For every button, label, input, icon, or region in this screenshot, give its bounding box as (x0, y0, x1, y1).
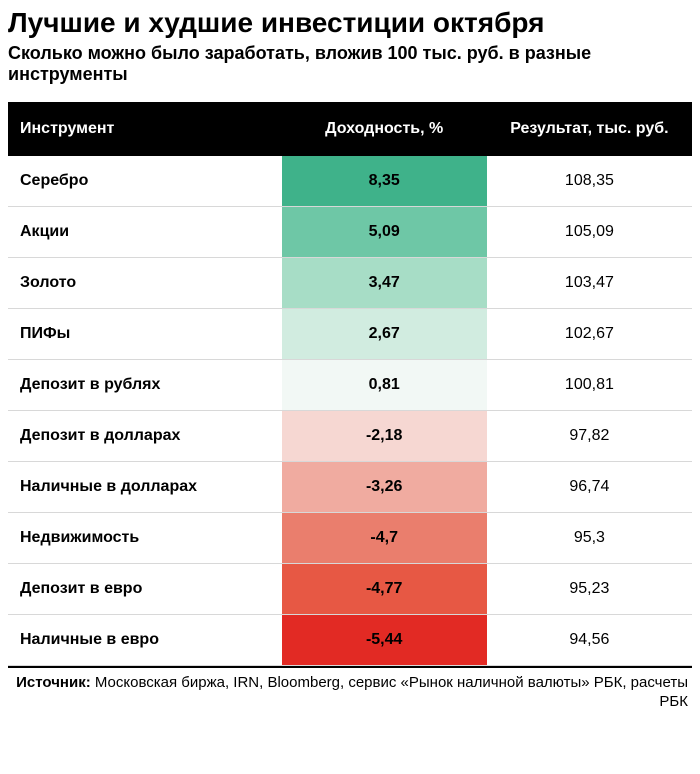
page-subtitle: Сколько можно было заработать, вложив 10… (8, 43, 692, 86)
cell-yield: -4,77 (282, 563, 487, 614)
cell-instrument: Серебро (8, 156, 282, 207)
source-text: Московская биржа, IRN, Bloomberg, сервис… (95, 674, 688, 710)
cell-yield: -4,7 (282, 512, 487, 563)
investments-table: Инструмент Доходность, % Результат, тыс.… (8, 102, 692, 666)
cell-yield: 8,35 (282, 156, 487, 207)
cell-result: 102,67 (487, 308, 692, 359)
cell-instrument: ПИФы (8, 308, 282, 359)
source-label: Источник: (16, 674, 91, 691)
col-header-result: Результат, тыс. руб. (487, 102, 692, 156)
cell-yield: 5,09 (282, 206, 487, 257)
cell-result: 94,56 (487, 614, 692, 665)
col-header-yield: Доходность, % (282, 102, 487, 156)
cell-instrument: Недвижимость (8, 512, 282, 563)
cell-result: 95,3 (487, 512, 692, 563)
table-row: Наличные в евро-5,4494,56 (8, 614, 692, 665)
cell-result: 103,47 (487, 257, 692, 308)
cell-instrument: Наличные в евро (8, 614, 282, 665)
table-row: Золото3,47103,47 (8, 257, 692, 308)
cell-instrument: Депозит в долларах (8, 410, 282, 461)
table-row: Акции5,09105,09 (8, 206, 692, 257)
cell-instrument: Золото (8, 257, 282, 308)
cell-result: 95,23 (487, 563, 692, 614)
source-footer: Источник: Московская биржа, IRN, Bloombe… (8, 666, 692, 712)
cell-yield: -2,18 (282, 410, 487, 461)
table-row: Депозит в долларах-2,1897,82 (8, 410, 692, 461)
table-row: Депозит в евро-4,7795,23 (8, 563, 692, 614)
page-title: Лучшие и худшие инвестиции октября (8, 8, 692, 39)
cell-instrument: Депозит в рублях (8, 359, 282, 410)
cell-result: 100,81 (487, 359, 692, 410)
cell-instrument: Депозит в евро (8, 563, 282, 614)
cell-yield: 2,67 (282, 308, 487, 359)
table-row: ПИФы2,67102,67 (8, 308, 692, 359)
cell-instrument: Акции (8, 206, 282, 257)
cell-result: 108,35 (487, 156, 692, 207)
investment-table-card: Лучшие и худшие инвестиции октября Сколь… (8, 8, 692, 711)
cell-instrument: Наличные в долларах (8, 461, 282, 512)
cell-yield: 0,81 (282, 359, 487, 410)
cell-result: 105,09 (487, 206, 692, 257)
table-row: Депозит в рублях0,81100,81 (8, 359, 692, 410)
cell-result: 97,82 (487, 410, 692, 461)
cell-yield: -3,26 (282, 461, 487, 512)
table-row: Недвижимость-4,795,3 (8, 512, 692, 563)
col-header-instrument: Инструмент (8, 102, 282, 156)
table-row: Серебро8,35108,35 (8, 156, 692, 207)
cell-result: 96,74 (487, 461, 692, 512)
cell-yield: -5,44 (282, 614, 487, 665)
table-header-row: Инструмент Доходность, % Результат, тыс.… (8, 102, 692, 156)
cell-yield: 3,47 (282, 257, 487, 308)
table-row: Наличные в долларах-3,2696,74 (8, 461, 692, 512)
